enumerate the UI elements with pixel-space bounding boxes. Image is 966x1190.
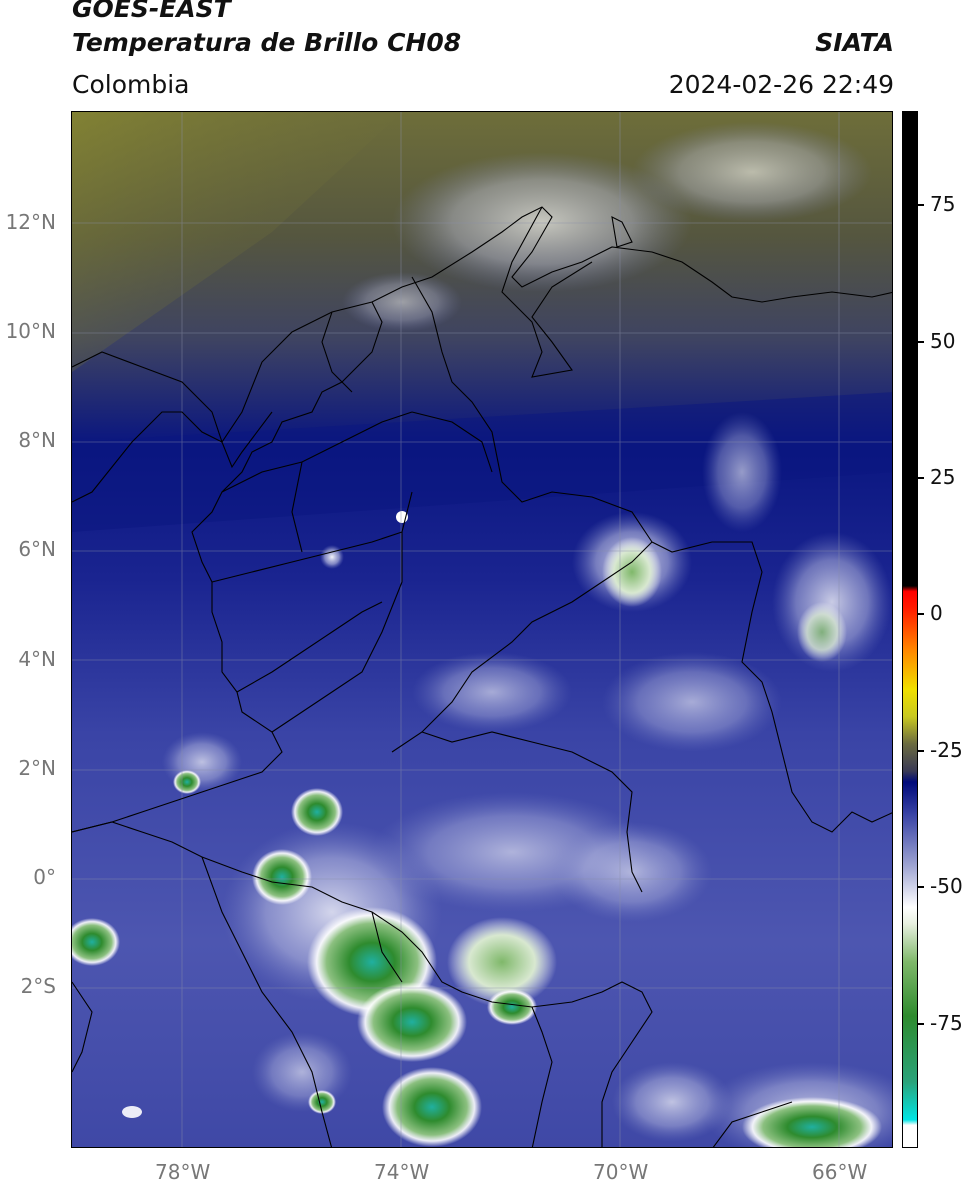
lat-label-10n: 10°N [5,319,56,343]
colorbar-tick-m25 [918,750,924,752]
dark-band [72,392,892,532]
lat-label-4n: 4°N [18,647,56,671]
title-line-2: Temperatura de Brillo CH08 [72,28,462,57]
lat-label-0: 0° [33,865,56,889]
colorbar-tick-75 [918,204,924,206]
map-canvas [72,112,892,1147]
boundaries [72,206,892,1147]
lat-label-12n: 12°N [5,210,56,234]
region-label: Colombia [72,70,190,99]
lon-label-78w: 78°W [155,1160,211,1184]
colorbar-label-m75: -75 [930,1011,963,1035]
colorbar [902,111,918,1148]
lat-label-6n: 6°N [18,537,56,561]
lon-label-66w: 66°W [812,1160,868,1184]
colorbar-label-25: 25 [930,465,956,489]
source-label: SIATA [815,28,894,57]
warm-region [72,112,402,372]
lat-label-8n: 8°N [18,428,56,452]
graticule [72,112,892,1147]
colorbar-tick-m75 [918,1023,924,1025]
colorbar-tick-m50 [918,886,924,888]
colorbar-tick-25 [918,477,924,479]
lat-label-2n: 2°N [18,756,56,780]
datetime-label: 2024-02-26 22:49 [668,70,894,99]
colorbar-tick-50 [918,341,924,343]
satellite-map [71,111,893,1148]
lon-label-70w: 70°W [593,1160,649,1184]
colorbar-label-0: 0 [930,601,943,625]
colorbar-label-50: 50 [930,329,956,353]
colorbar-label-m25: -25 [930,738,963,762]
title-line-1: GOES-EAST [72,0,231,23]
colorbar-label-75: 75 [930,192,956,216]
lat-label-2s: 2°S [20,974,56,998]
lon-label-74w: 74°W [374,1160,430,1184]
colorbar-label-m50: -50 [930,874,963,898]
colorbar-tick-0 [918,613,924,615]
